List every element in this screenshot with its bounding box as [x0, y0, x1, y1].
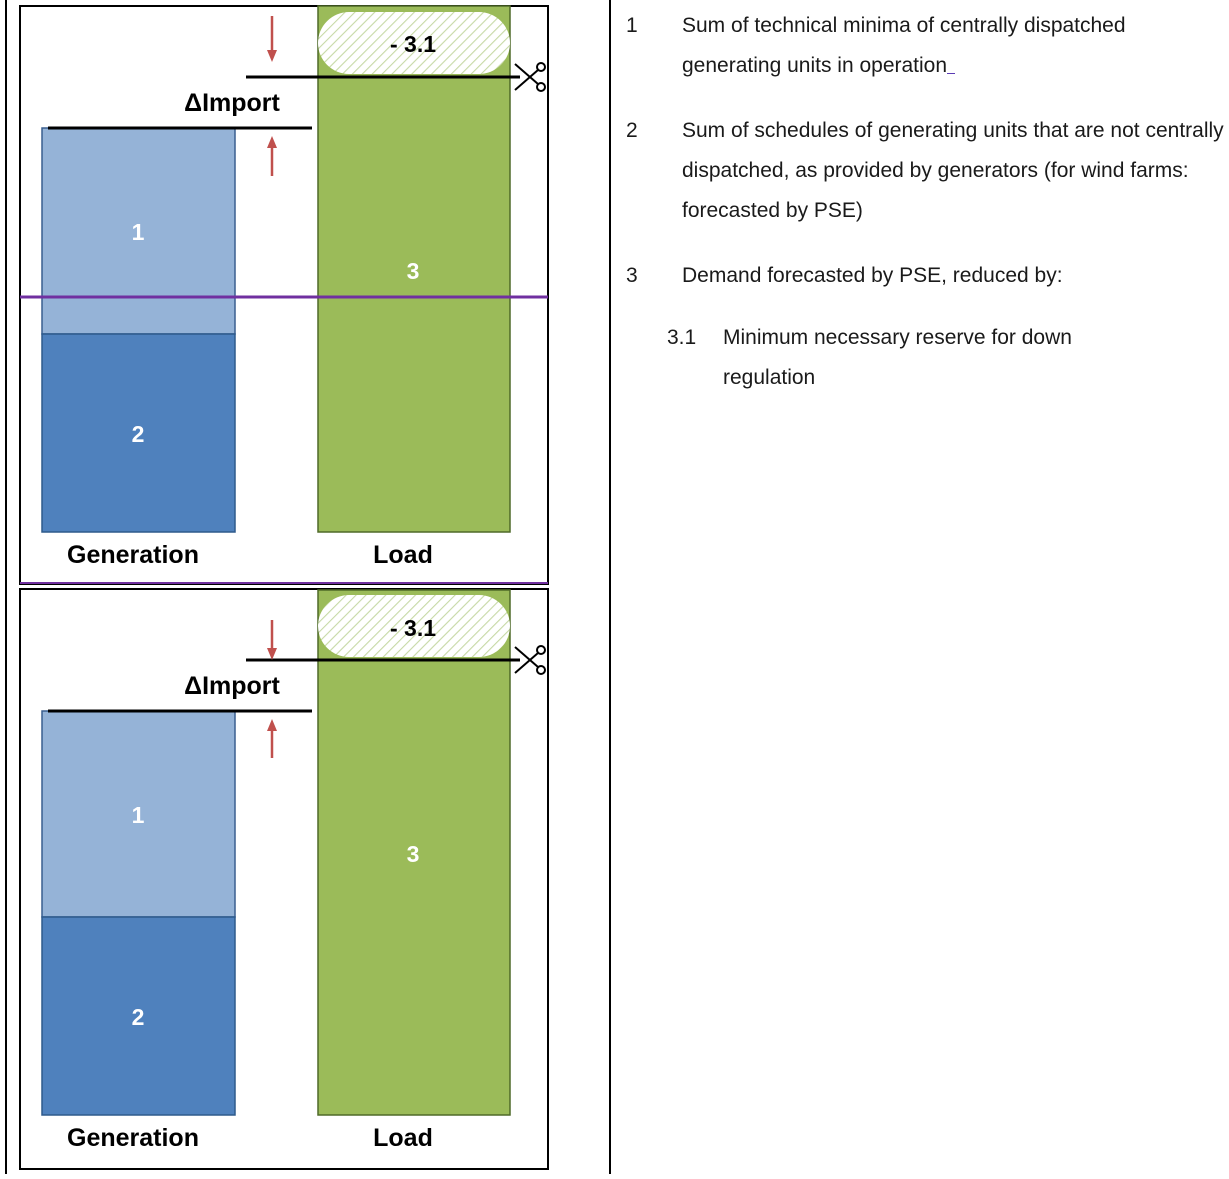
- load-bar: [317, 589, 511, 1116]
- gen-lower-bar: [41, 916, 236, 1116]
- legend-subitem-number: 3.1: [667, 326, 697, 349]
- legend-item-2: 2 Sum of schedules of generating units t…: [626, 111, 1226, 231]
- legend-item-text: Sum of technical minima of centrally dis…: [682, 14, 1126, 77]
- delta-import-label: ΔImport: [184, 672, 280, 700]
- legend-item-text: Sum of schedules of generating units tha…: [682, 119, 1224, 222]
- load-label: 3: [407, 258, 420, 284]
- underline-mark: [947, 72, 956, 74]
- gen-lower-label: 2: [132, 1004, 145, 1030]
- legend-item-number: 3: [626, 264, 638, 287]
- scissors-icon: [514, 62, 546, 92]
- gen-upper-label: 1: [132, 219, 145, 245]
- gen-lower-bar: [41, 333, 236, 533]
- legend-item-text: Demand forecasted by PSE, reduced by:: [682, 264, 1063, 287]
- legend-item-number: 2: [626, 119, 638, 142]
- figure-bottom-frame: [19, 588, 549, 1170]
- table-left-border: [5, 0, 7, 1174]
- gen-upper-bar: [41, 710, 236, 918]
- arrow-down-icon: [267, 16, 277, 62]
- reduction-label: - 3.1: [390, 31, 436, 57]
- arrow-up-icon: [267, 136, 277, 176]
- figure-bottom: - 3.1 ΔImport 1 2 3 Generation Load: [19, 588, 549, 1170]
- x-label-generation: Generation: [67, 541, 199, 569]
- legend-item-3: 3 Demand forecasted by PSE, reduced by:: [626, 256, 1226, 296]
- legend: 1 Sum of technical minima of centrally d…: [626, 6, 1226, 398]
- gen-lower-label: 2: [132, 421, 145, 447]
- legend-item-1: 1 Sum of technical minima of centrally d…: [626, 6, 1226, 86]
- gen-upper-bar: [41, 127, 236, 335]
- x-label-generation: Generation: [67, 1124, 199, 1152]
- reduction-pill: [318, 12, 510, 74]
- load-bar: [317, 5, 511, 533]
- legend-subitem-3-1: 3.1 Minimum necessary reserve for down r…: [626, 318, 1226, 398]
- arrow-down-icon: [267, 620, 277, 660]
- table-column-divider: [609, 0, 611, 1174]
- legend-item-number: 1: [626, 14, 638, 37]
- delta-import-label: ΔImport: [184, 89, 280, 117]
- gen-upper-label: 1: [132, 802, 145, 828]
- reduction-label: - 3.1: [390, 615, 436, 641]
- x-label-load: Load: [373, 1124, 433, 1152]
- arrow-up-icon: [267, 719, 277, 758]
- figure-top: - 3.1 ΔImport 1 2 3 Generation Load: [19, 5, 549, 585]
- scissors-icon: [514, 645, 546, 675]
- legend-subitem-text: Minimum necessary reserve for down regul…: [723, 326, 1072, 389]
- x-label-load: Load: [373, 541, 433, 569]
- reduction-pill: [318, 595, 510, 657]
- load-label: 3: [407, 841, 420, 867]
